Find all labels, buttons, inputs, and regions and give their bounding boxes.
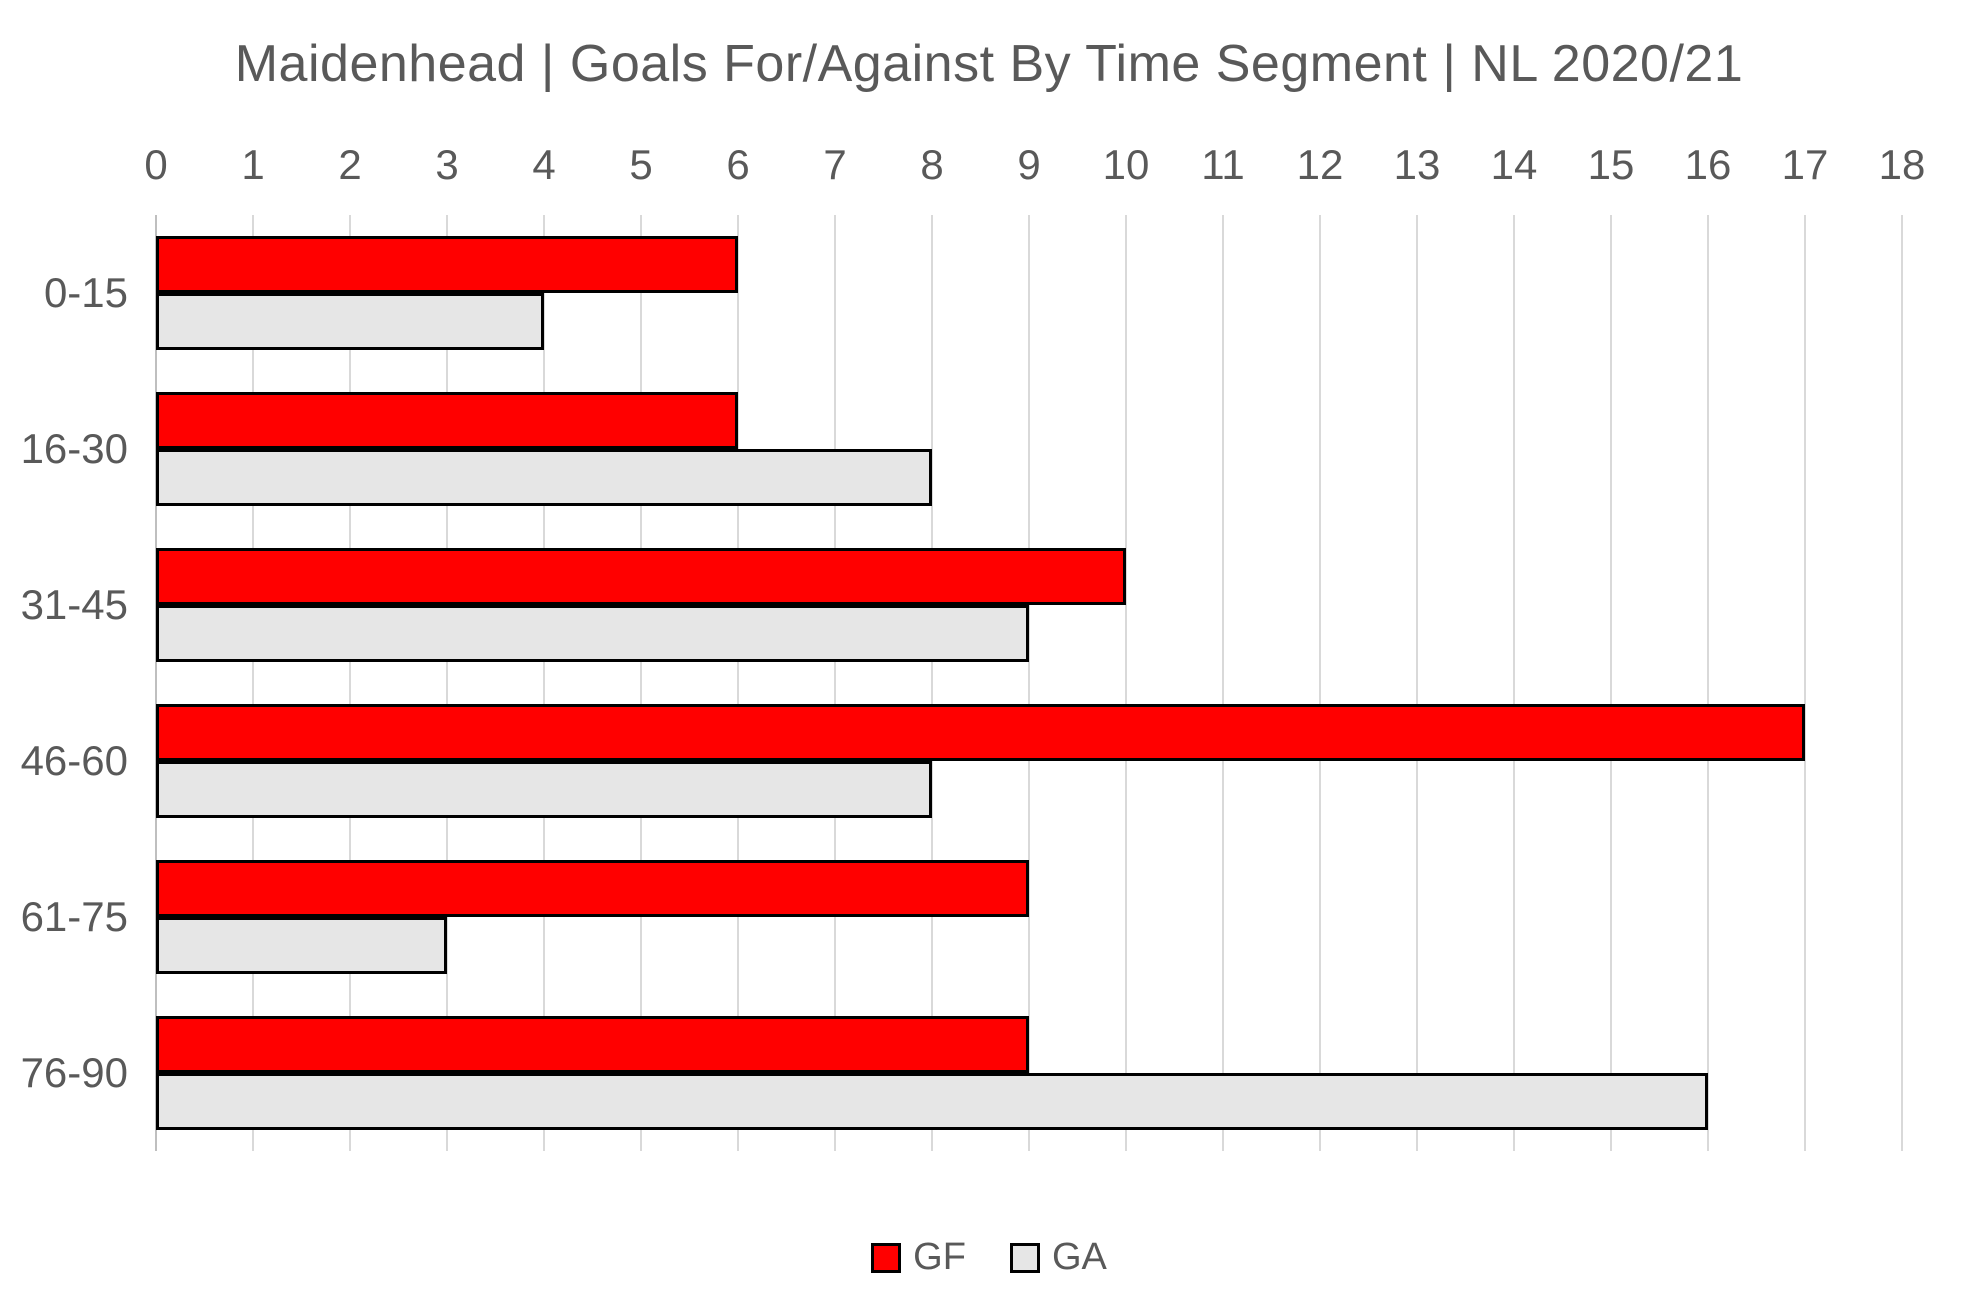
x-axis-tick-label: 0 — [144, 141, 168, 188]
gridline — [543, 215, 545, 1151]
gridline — [1610, 215, 1612, 1151]
gridline — [834, 215, 836, 1151]
x-axis-tick-label: 5 — [629, 141, 653, 188]
gridline — [446, 215, 448, 1151]
x-axis-tick-label: 17 — [1781, 141, 1829, 188]
x-axis-tick-label: 9 — [1017, 141, 1041, 188]
y-axis-category-label: 16-30 — [20, 425, 128, 472]
bar-gf-16-30 — [156, 392, 738, 449]
x-axis-tick-label: 12 — [1296, 141, 1344, 188]
bar-ga-16-30 — [156, 449, 932, 506]
bar-gf-61-75 — [156, 860, 1029, 917]
y-axis-category-label: 0-15 — [43, 269, 128, 316]
legend-item-gf: GF — [871, 1236, 966, 1279]
gridline — [1028, 215, 1030, 1151]
x-axis-tick-label: 6 — [726, 141, 750, 188]
bar-ga-61-75 — [156, 917, 447, 974]
legend-label-gf: GF — [913, 1236, 966, 1278]
x-axis-tick-label: 15 — [1587, 141, 1635, 188]
gridline — [349, 215, 351, 1151]
legend-swatch-gf — [871, 1242, 902, 1273]
bar-ga-76-90 — [156, 1073, 1708, 1130]
x-axis-tick-label: 1 — [241, 141, 265, 188]
gridline — [252, 215, 254, 1151]
legend-swatch-ga — [1009, 1242, 1040, 1273]
bar-ga-46-60 — [156, 761, 932, 818]
gridline — [1416, 215, 1418, 1151]
y-axis-category-label: 31-45 — [20, 581, 128, 628]
x-axis-tick-label: 7 — [823, 141, 847, 188]
gridline — [931, 215, 933, 1151]
x-axis-tick-label: 16 — [1684, 141, 1732, 188]
y-axis-category-label: 76-90 — [20, 1049, 128, 1096]
x-axis-tick-label: 13 — [1393, 141, 1441, 188]
gridline — [1707, 215, 1709, 1151]
chart-title: Maidenhead | Goals For/Against By Time S… — [234, 35, 1744, 93]
gridline — [1513, 215, 1515, 1151]
bar-gf-0-15 — [156, 236, 738, 293]
x-axis-tick-label: 8 — [920, 141, 944, 188]
x-axis-tick-label: 10 — [1102, 141, 1150, 188]
bar-ga-0-15 — [156, 293, 544, 350]
gridline — [737, 215, 739, 1151]
x-axis-tick-label: 3 — [435, 141, 459, 188]
y-axis-category-label: 46-60 — [20, 737, 128, 784]
x-axis-tick-label: 18 — [1878, 141, 1926, 188]
gridline — [1901, 215, 1903, 1151]
bar-gf-76-90 — [156, 1016, 1029, 1073]
gridline — [1125, 215, 1127, 1151]
gridline — [1319, 215, 1321, 1151]
x-axis-tick-label: 14 — [1490, 141, 1538, 188]
gridline — [1222, 215, 1224, 1151]
x-axis-tick-label: 4 — [532, 141, 556, 188]
legend: GF GA — [0, 1236, 1978, 1279]
bar-gf-46-60 — [156, 704, 1805, 761]
bar-ga-31-45 — [156, 605, 1029, 662]
x-axis-tick-label: 2 — [338, 141, 362, 188]
value-axis-line — [155, 215, 157, 1151]
legend-label-ga: GA — [1051, 1236, 1107, 1278]
y-axis-category-label: 61-75 — [20, 893, 128, 940]
gridline — [1804, 215, 1806, 1151]
bar-gf-31-45 — [156, 548, 1126, 605]
x-axis-tick-label: 11 — [1201, 141, 1245, 188]
legend-item-ga: GA — [1009, 1236, 1107, 1279]
gridline — [640, 215, 642, 1151]
